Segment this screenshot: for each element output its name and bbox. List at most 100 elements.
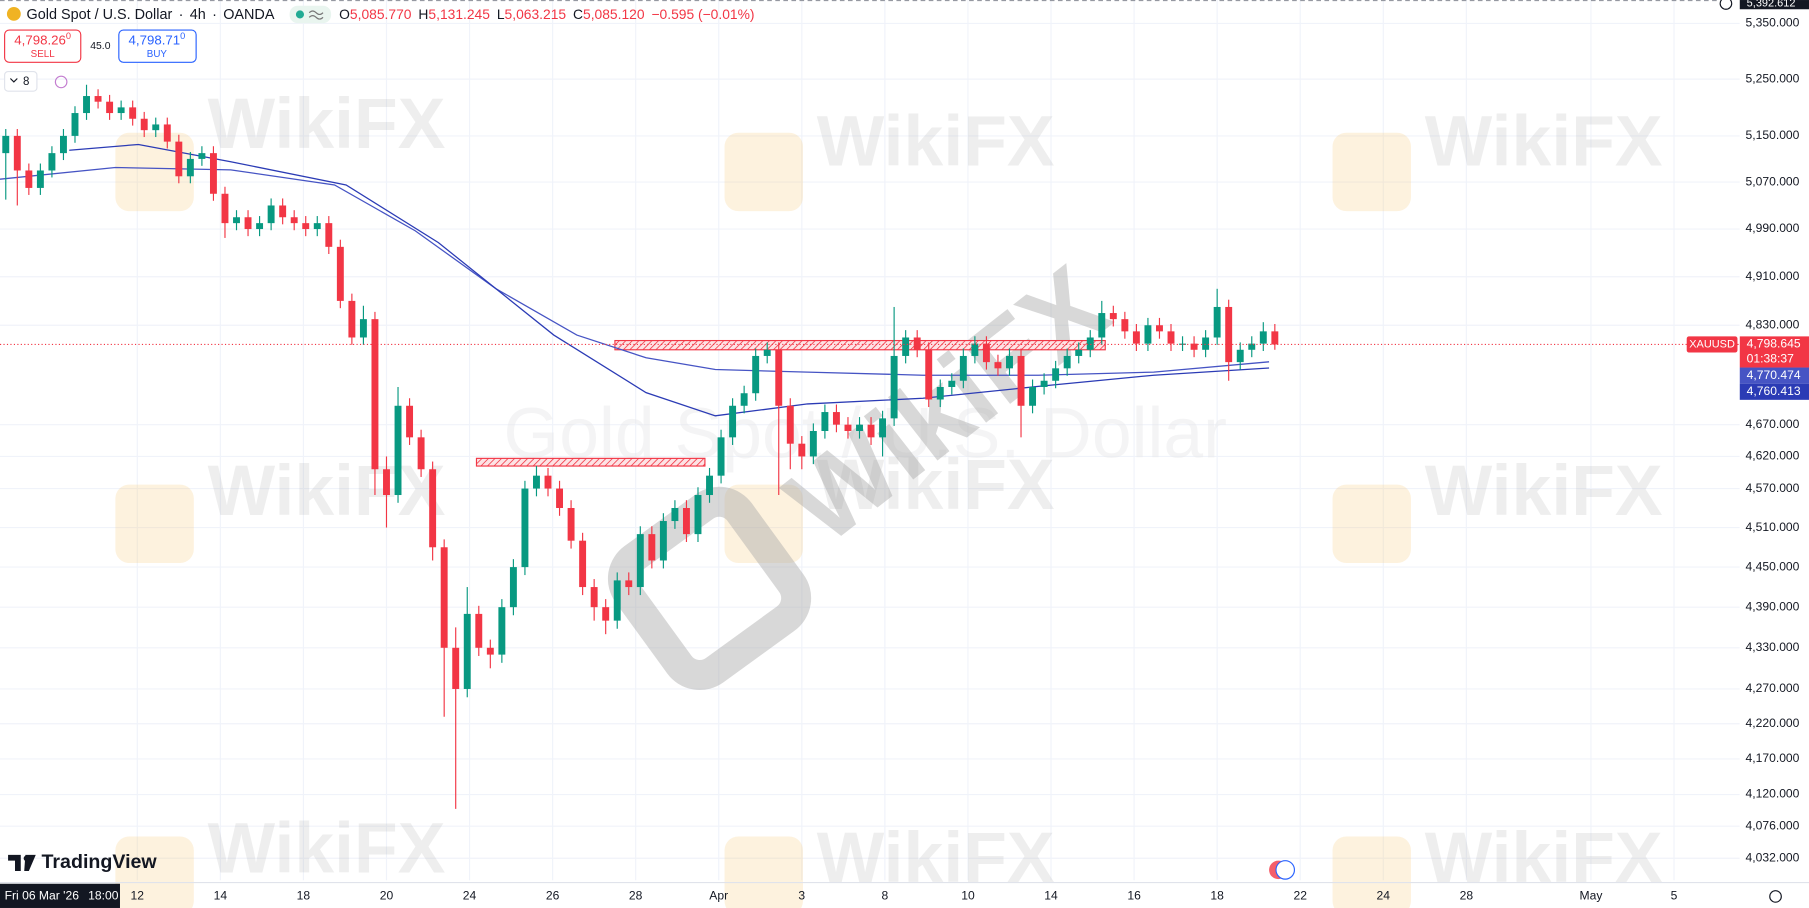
x-tick-label: 14 [1044,889,1058,903]
x-tick-label: 26 [546,889,560,903]
y-tick-label: 5,070.000 [1746,174,1800,188]
candle-body [244,217,252,230]
header-title: Gold Spot / U.S. Dollar · 4h · OANDA [27,7,275,23]
ma-label: 4,760.413 [1747,384,1801,398]
y-tick-label: 4,620.000 [1746,449,1800,463]
watermark: WikiFX [208,451,446,531]
candle-body [83,96,90,114]
indicators-toggle[interactable] [4,70,38,92]
ohlc-value: 5,085.120 [583,6,645,22]
status-dot [295,10,304,19]
ma-label: 4,770.474 [1747,368,1801,382]
candle-body [1063,355,1071,369]
candle-body [590,587,598,608]
candle-body [682,507,690,535]
sell-button[interactable] [4,29,82,63]
x-tick-label: 14 [214,889,228,903]
candle-body [2,135,10,154]
moving-average [69,143,1270,417]
x-tick-label: Apr [709,889,728,903]
y-tick-label: 4,120.000 [1746,787,1800,801]
candle-body [902,337,910,356]
candle-body [1248,343,1256,350]
y-tick-label: 5,250.000 [1746,71,1800,85]
last-price-label: 4,798.645 [1747,337,1801,351]
candle-body [129,107,137,119]
x-tick-label: 3 [798,889,805,903]
candle-body [59,135,67,154]
candle-body [890,355,898,419]
candle-body [452,647,460,689]
candle-body [359,319,367,338]
price-axis [1739,0,1809,908]
market-status[interactable] [289,5,332,24]
watermark: WikiFX [208,84,446,164]
candle-body [1190,343,1198,350]
candle-body [1017,355,1025,406]
watermark: WikiFX [817,101,1055,181]
zone [475,457,706,467]
candle-body [1167,331,1175,344]
settings-button[interactable] [1769,890,1782,903]
symbol-label-box [1686,336,1738,353]
candle-body [994,362,1002,369]
ohlc-label: L [497,6,505,22]
ohlc-value: 5,085.770 [350,6,412,22]
candle-body [1098,313,1106,338]
events-icon[interactable] [1275,860,1296,880]
candle-body [25,170,33,188]
x-tick-label: 22 [1293,889,1307,903]
candle-body [152,124,160,131]
candle-body [982,343,990,363]
candle-body [117,107,125,114]
candle-body [486,647,494,655]
candle-body [1259,331,1267,344]
symbol: Gold Spot / U.S. Dollar [27,7,173,23]
y-tick-label: 4,170.000 [1746,751,1800,765]
candle-body [498,607,506,655]
y-tick-label: 4,032.000 [1746,850,1800,864]
buy-button[interactable] [118,29,197,63]
y-tick-label: 4,220.000 [1746,716,1800,730]
x-tick-label: 28 [1460,889,1474,903]
ohlc-label: O [339,6,350,22]
candle-body [106,101,114,114]
zone [614,339,1106,351]
candle-body [786,405,794,444]
candle-body [394,405,402,496]
y-tick-label: 4,830.000 [1746,317,1800,331]
candle-body [48,153,56,171]
separator: · [212,7,217,23]
candle-body [71,113,79,136]
candle-body [336,246,344,301]
x-tick-label: 12 [131,889,145,903]
candle-body [1029,386,1037,406]
ohlc-value: 5,131.245 [428,6,490,22]
candle-body [809,430,817,457]
candle-body [671,507,679,522]
indicator-icon[interactable] [54,75,68,89]
candle-body [1179,343,1187,345]
candle-body [798,443,806,457]
x-tick-label: 24 [463,889,477,903]
candle-body [302,223,310,230]
change: −0.595 (−0.01%) [651,6,754,22]
chevron [9,78,18,83]
candle-body [694,495,702,535]
candle-body [94,96,102,102]
candle-body [763,349,771,356]
buy-price-sup: 0 [180,31,185,41]
candle-body [1225,306,1233,363]
zoom-button[interactable] [1719,0,1733,10]
ma-label-box [1739,367,1809,384]
candle-body [925,349,933,400]
y-tick-label: 4,910.000 [1746,269,1800,283]
candle-body [775,349,783,406]
crosshair-price-box [1739,0,1809,10]
watermark: WikiFX [1425,101,1663,181]
symbol-icon [6,6,21,21]
crosshair-price: 5,392.612 [1747,0,1796,9]
candle-body [936,386,944,400]
candle-body [429,469,437,548]
watermark: WikiFX [1425,818,1663,898]
